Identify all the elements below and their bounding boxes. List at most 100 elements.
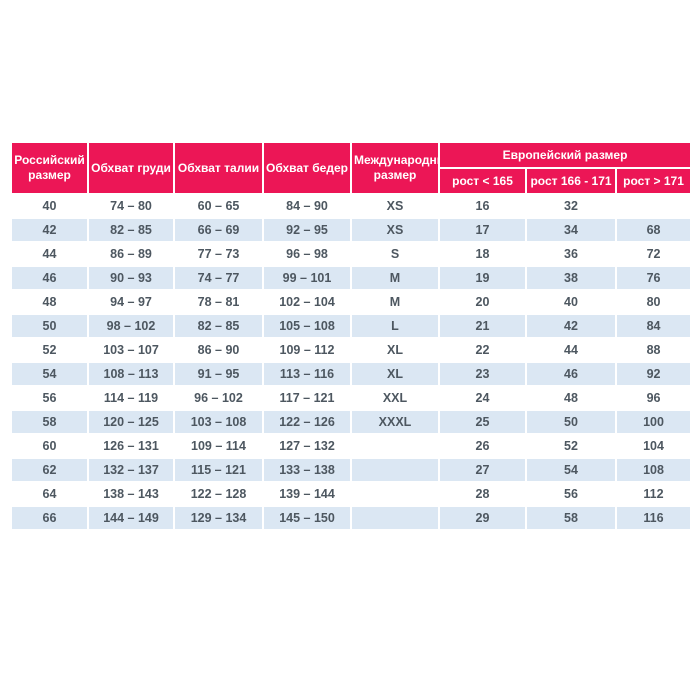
- table-row: 44 86 – 89 77 – 73 96 – 98 S 18 36 72: [10, 241, 693, 267]
- table-cell: 127 – 132: [262, 433, 352, 459]
- table-cell: 42: [525, 313, 617, 339]
- table-row: 40 74 – 80 60 – 65 84 – 90 XS 16 32: [10, 193, 693, 219]
- table-cell: S: [350, 241, 440, 267]
- size-chart-table: Российский размер Обхват груди Обхват та…: [10, 141, 693, 531]
- table-cell: 108 – 113: [87, 361, 175, 387]
- table-cell: 42: [10, 217, 89, 243]
- table-cell: XL: [350, 337, 440, 363]
- header-row-group: Российский размер Обхват груди Обхват та…: [10, 141, 693, 195]
- table-cell: 112: [614, 481, 693, 507]
- table-cell: 18: [438, 241, 527, 267]
- table-cell: 58: [10, 409, 89, 435]
- table-cell: 66 – 69: [173, 217, 264, 243]
- table-header: Российский размер Обхват груди Обхват та…: [10, 141, 693, 195]
- table-cell: 122 – 126: [262, 409, 352, 435]
- table-cell: 86 – 89: [87, 241, 175, 267]
- table-cell: 129 – 134: [173, 505, 264, 531]
- table-cell: 82 – 85: [173, 313, 264, 339]
- table-cell: 44: [10, 241, 89, 267]
- table-cell: XS: [350, 217, 440, 243]
- table-cell: 133 – 138: [262, 457, 352, 483]
- table-cell: 115 – 121: [173, 457, 264, 483]
- col-header-waist: Обхват талии: [173, 141, 264, 195]
- col-header-height-lt-165: рост < 165: [438, 167, 527, 195]
- table-cell: 82 – 85: [87, 217, 175, 243]
- table-cell: 98 – 102: [87, 313, 175, 339]
- table-cell: 109 – 114: [173, 433, 264, 459]
- table-cell: 102 – 104: [262, 289, 352, 315]
- table-row: 56 114 – 119 96 – 102 117 – 121 XXL 24 48 96: [10, 385, 693, 411]
- table-cell: 20: [438, 289, 527, 315]
- table-cell: 38: [525, 265, 617, 291]
- table-cell: 40: [525, 289, 617, 315]
- table-row: 60 126 – 131 109 – 114 127 – 132 26 52 104: [10, 433, 693, 459]
- col-header-russian-size: Российский размер: [10, 141, 89, 195]
- table-cell: 54: [525, 457, 617, 483]
- table-cell: 84 – 90: [262, 193, 352, 219]
- table-cell: 22: [438, 337, 527, 363]
- table-row: 48 94 – 97 78 – 81 102 – 104 M 20 40 80: [10, 289, 693, 315]
- table-cell: 60 – 65: [173, 193, 264, 219]
- table-cell: 132 – 137: [87, 457, 175, 483]
- table-cell: XS: [350, 193, 440, 219]
- table-cell: 144 – 149: [87, 505, 175, 531]
- col-header-height-166-171: рост 166 - 171: [525, 167, 617, 195]
- table-cell: L: [350, 313, 440, 339]
- table-body: 40 74 – 80 60 – 65 84 – 90 XS 16 32 42 82 – 85 66…: [10, 193, 693, 531]
- table-cell: 72: [614, 241, 693, 267]
- table-cell: 50: [525, 409, 617, 435]
- table-cell: 103 – 108: [173, 409, 264, 435]
- table-cell: 29: [438, 505, 527, 531]
- table-row: 42 82 – 85 66 – 69 92 – 95 XS 17 34 68: [10, 217, 693, 243]
- table-cell: 117 – 121: [262, 385, 352, 411]
- size-chart-container: Российский размер Обхват груди Обхват та…: [10, 141, 693, 531]
- table-cell: 56: [10, 385, 89, 411]
- table-cell: 60: [10, 433, 89, 459]
- table-cell: M: [350, 265, 440, 291]
- table-cell: 40: [10, 193, 89, 219]
- table-cell: [350, 433, 440, 459]
- table-cell: 52: [525, 433, 617, 459]
- table-cell: 86 – 90: [173, 337, 264, 363]
- table-cell: 104: [614, 433, 693, 459]
- table-cell: 100: [614, 409, 693, 435]
- table-cell: 62: [10, 457, 89, 483]
- table-cell: 32: [525, 193, 617, 219]
- table-cell: 105 – 108: [262, 313, 352, 339]
- table-cell: 99 – 101: [262, 265, 352, 291]
- table-row: 52 103 – 107 86 – 90 109 – 112 XL 22 44 88: [10, 337, 693, 363]
- table-cell: 26: [438, 433, 527, 459]
- table-cell: 17: [438, 217, 527, 243]
- table-cell: 44: [525, 337, 617, 363]
- col-header-chest: Обхват груди: [87, 141, 175, 195]
- table-cell: 68: [614, 217, 693, 243]
- table-cell: 36: [525, 241, 617, 267]
- table-cell: 56: [525, 481, 617, 507]
- table-cell: 138 – 143: [87, 481, 175, 507]
- table-cell: 113 – 116: [262, 361, 352, 387]
- col-header-hips: Обхват бедер: [262, 141, 352, 195]
- table-cell: 139 – 144: [262, 481, 352, 507]
- table-cell: M: [350, 289, 440, 315]
- table-cell: 25: [438, 409, 527, 435]
- table-cell: 64: [10, 481, 89, 507]
- table-cell: [614, 193, 693, 219]
- table-cell: 126 – 131: [87, 433, 175, 459]
- table-cell: 88: [614, 337, 693, 363]
- table-cell: 108: [614, 457, 693, 483]
- table-cell: 96: [614, 385, 693, 411]
- table-cell: XXL: [350, 385, 440, 411]
- table-cell: 109 – 112: [262, 337, 352, 363]
- table-row: 66 144 – 149 129 – 134 145 – 150 29 58 116: [10, 505, 693, 531]
- table-cell: 48: [525, 385, 617, 411]
- table-row: 54 108 – 113 91 – 95 113 – 116 XL 23 46 92: [10, 361, 693, 387]
- col-header-height-gt-171: рост > 171: [614, 167, 693, 195]
- table-row: 62 132 – 137 115 – 121 133 – 138 27 54 108: [10, 457, 693, 483]
- table-row: 58 120 – 125 103 – 108 122 – 126 XXXL 25 50 100: [10, 409, 693, 435]
- table-cell: 50: [10, 313, 89, 339]
- table-cell: 114 – 119: [87, 385, 175, 411]
- table-cell: 78 – 81: [173, 289, 264, 315]
- table-cell: 120 – 125: [87, 409, 175, 435]
- table-cell: 74 – 77: [173, 265, 264, 291]
- table-cell: XXXL: [350, 409, 440, 435]
